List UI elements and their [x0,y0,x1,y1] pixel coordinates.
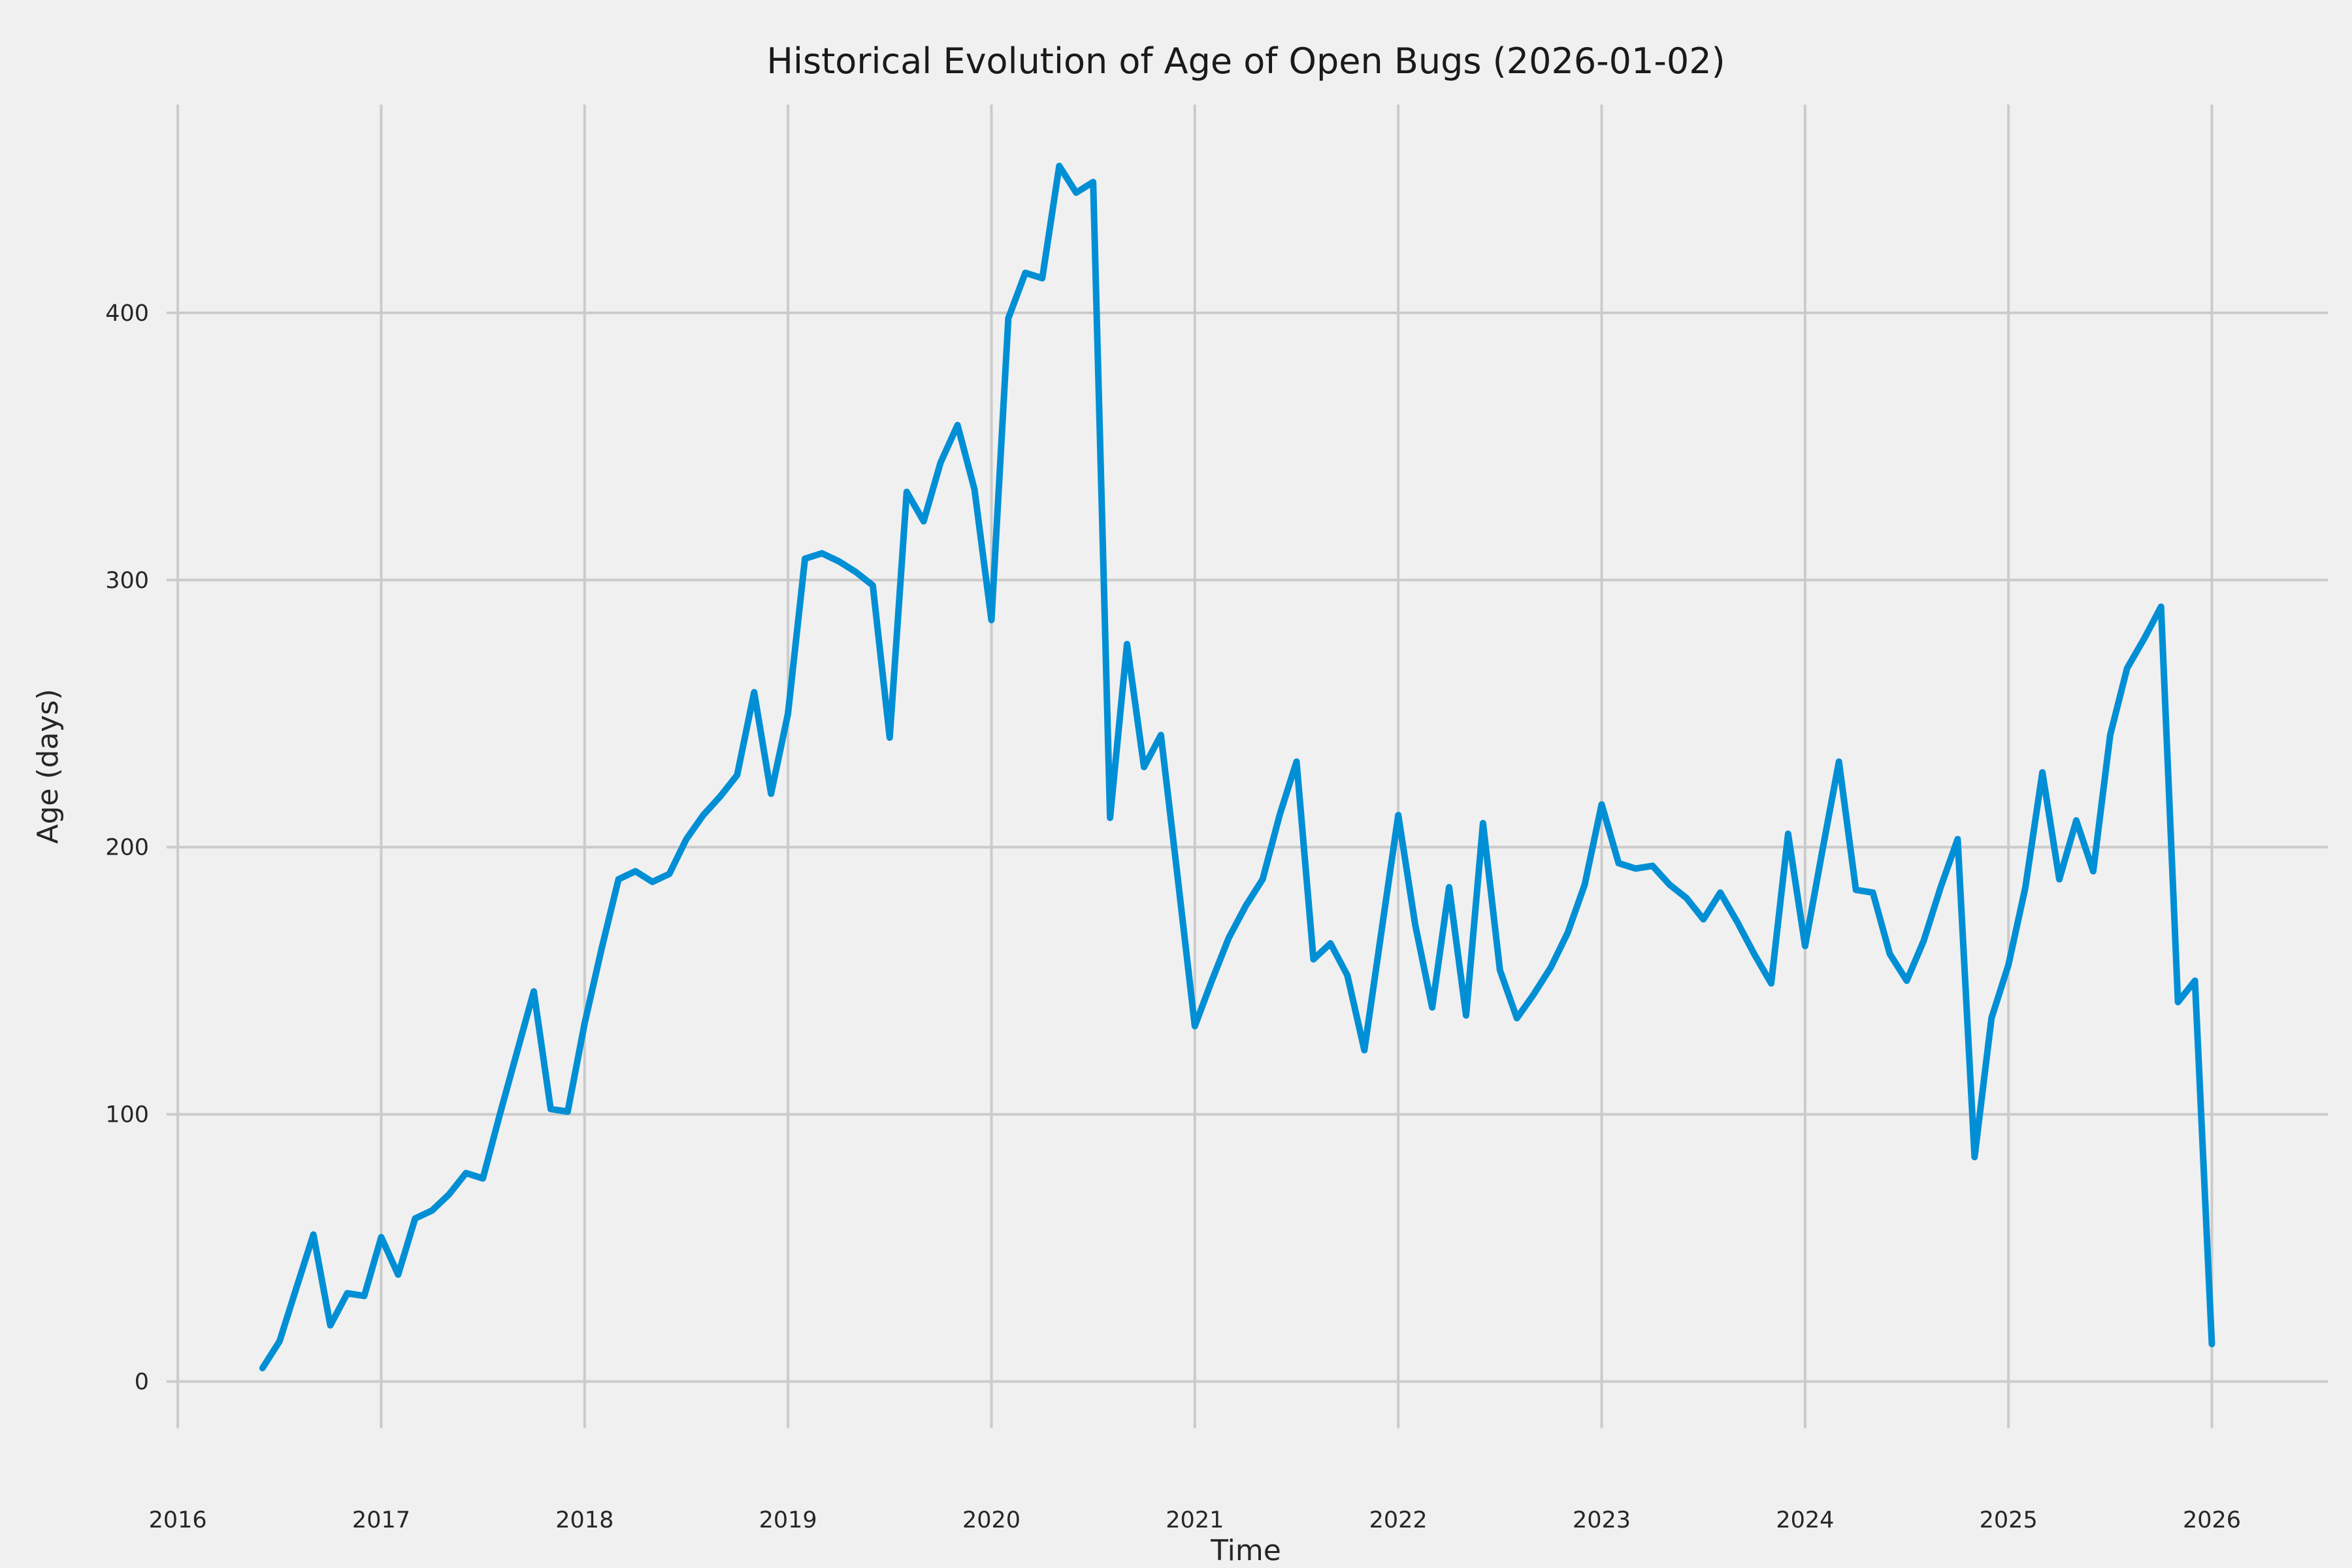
x-tick-labels: 2016 2017 2018 2019 2020 2021 2022 2023 2024 2025… [149,1507,2241,1533]
x-tick-label-2019: 2019 [759,1507,817,1533]
x-tick-label-2021: 2021 [1166,1507,1224,1533]
x-tick-label-2025: 2025 [1980,1507,2038,1533]
x-axis-label: Time [1210,1534,1281,1567]
age-line-series [259,163,2215,1371]
y-axis-label: Age (days) [31,689,65,843]
x-tick-label-2022: 2022 [1369,1507,1428,1533]
y-tick-label-200: 200 [105,835,149,861]
y-tick-label-0: 0 [135,1369,149,1395]
x-tick-label-2026: 2026 [2183,1507,2241,1533]
gridlines [167,105,2328,1428]
y-tick-label-300: 300 [105,568,149,594]
y-tick-label-100: 100 [105,1102,149,1128]
y-tick-label-400: 400 [105,301,149,327]
x-tick-label-2023: 2023 [1573,1507,1631,1533]
x-tick-label-2017: 2017 [352,1507,410,1533]
x-tick-label-2018: 2018 [555,1507,613,1533]
x-tick-label-2016: 2016 [149,1507,207,1533]
x-tick-label-2020: 2020 [962,1507,1021,1533]
x-tick-label-2024: 2024 [1776,1507,1834,1533]
y-tick-labels: 0 100 200 300 400 [105,301,149,1396]
series-group [259,163,2215,1371]
chart-title: Historical Evolution of Age of Open Bugs… [766,41,1725,82]
